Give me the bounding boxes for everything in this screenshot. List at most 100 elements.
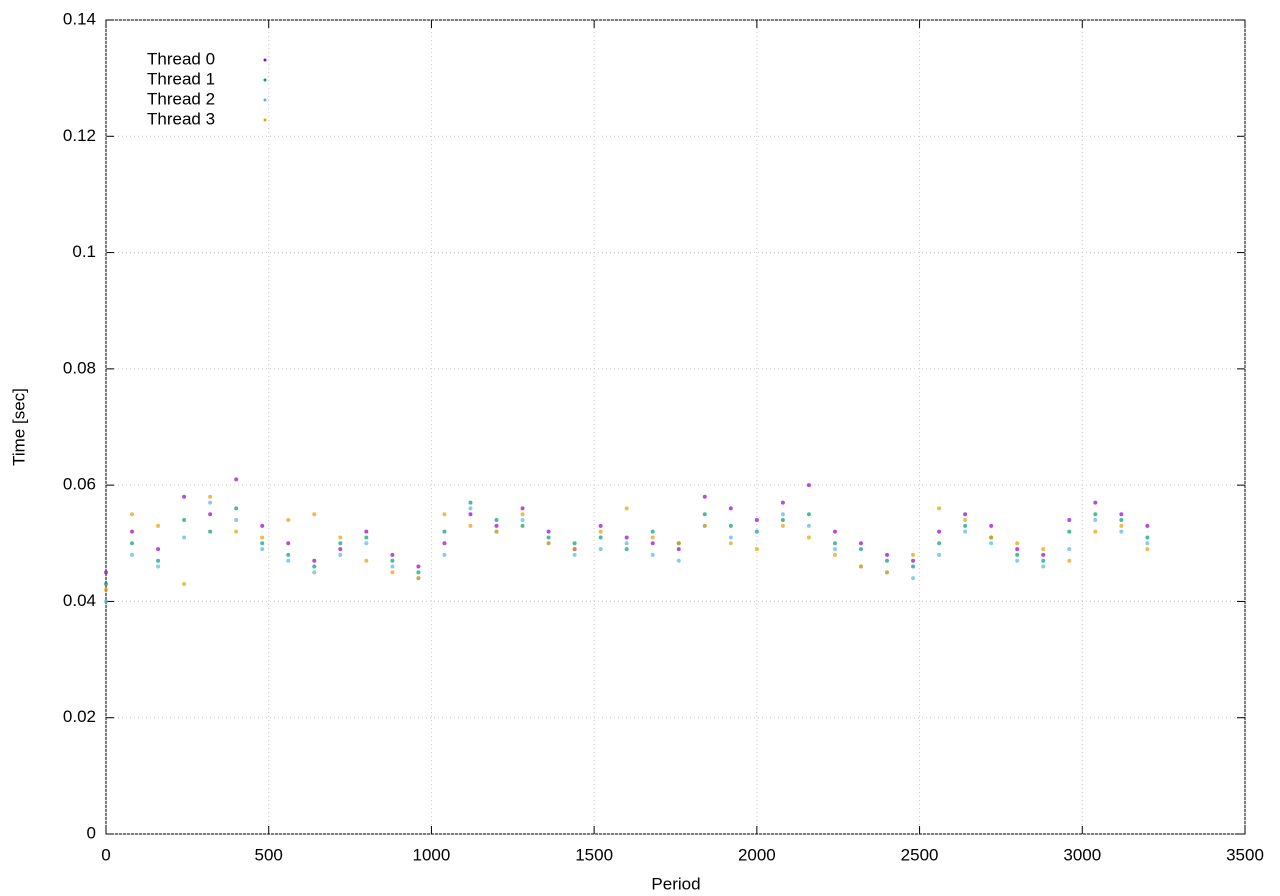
- point: [1145, 535, 1150, 540]
- point: [858, 541, 863, 546]
- point: [885, 558, 890, 563]
- point: [130, 552, 135, 557]
- point: [937, 506, 942, 511]
- point: [806, 483, 811, 488]
- point: [650, 552, 655, 557]
- point: [1093, 518, 1098, 523]
- point: [1119, 523, 1124, 528]
- point: [624, 541, 629, 546]
- point: [156, 547, 161, 552]
- point: [104, 570, 108, 575]
- point: [572, 552, 577, 557]
- point: [208, 512, 213, 517]
- point: [390, 558, 395, 563]
- point: [1093, 500, 1098, 505]
- point: [702, 512, 707, 517]
- point: [911, 564, 916, 569]
- point: [754, 547, 759, 552]
- point: [104, 587, 108, 592]
- point: [624, 535, 629, 540]
- point: [442, 541, 447, 546]
- point: [728, 523, 733, 528]
- x-tick-label: 500: [255, 845, 283, 864]
- point: [312, 564, 317, 569]
- point: [728, 541, 733, 546]
- point: [728, 535, 733, 540]
- point: [286, 558, 291, 563]
- point: [286, 518, 291, 523]
- point: [364, 558, 369, 563]
- point: [130, 512, 135, 517]
- point: [676, 558, 681, 563]
- point: [286, 552, 291, 557]
- legend-marker: [263, 118, 267, 122]
- point: [1119, 518, 1124, 523]
- point: [1015, 552, 1020, 557]
- point: [390, 552, 395, 557]
- point: [806, 512, 811, 517]
- point: [676, 547, 681, 552]
- point: [728, 506, 733, 511]
- point: [208, 494, 213, 499]
- x-axis-label: Period: [651, 874, 700, 893]
- plot-frame: [105, 19, 1246, 835]
- point: [1119, 529, 1124, 534]
- point: [338, 552, 343, 557]
- point: [104, 599, 108, 604]
- point: [1041, 552, 1046, 557]
- point: [390, 564, 395, 569]
- point: [182, 518, 187, 523]
- y-tick-label: 0.14: [63, 9, 96, 28]
- point: [468, 506, 473, 511]
- point: [989, 541, 994, 546]
- point: [130, 529, 135, 534]
- point: [780, 512, 785, 517]
- point: [1015, 541, 1020, 546]
- point: [937, 552, 942, 557]
- point: [494, 529, 499, 534]
- point: [234, 529, 239, 534]
- point: [911, 576, 916, 581]
- point: [650, 535, 655, 540]
- point: [963, 523, 968, 528]
- point: [260, 547, 265, 552]
- point: [676, 541, 681, 546]
- point: [624, 506, 629, 511]
- point: [182, 535, 187, 540]
- point: [338, 547, 343, 552]
- point: [989, 535, 994, 540]
- point: [806, 523, 811, 528]
- point: [312, 570, 317, 575]
- point: [858, 564, 863, 569]
- point: [468, 523, 473, 528]
- x-tick-label: 2000: [738, 845, 776, 864]
- point: [182, 581, 187, 586]
- point: [234, 506, 239, 511]
- point: [156, 564, 161, 569]
- point: [364, 535, 369, 540]
- point: [208, 500, 213, 505]
- legend-label: Thread 0: [147, 49, 215, 68]
- x-tick-label: 1500: [575, 845, 613, 864]
- point: [963, 529, 968, 534]
- point: [572, 547, 577, 552]
- point: [598, 529, 603, 534]
- point: [494, 518, 499, 523]
- x-tick-label: 0: [101, 845, 110, 864]
- point: [885, 570, 890, 575]
- point: [442, 512, 447, 517]
- point: [1145, 523, 1150, 528]
- y-axis-label: Time [sec]: [9, 388, 28, 466]
- point: [1093, 512, 1098, 517]
- point: [911, 552, 916, 557]
- y-tick-label: 0.06: [63, 475, 96, 494]
- point: [650, 529, 655, 534]
- point: [312, 512, 317, 517]
- point: [1145, 541, 1150, 546]
- y-tick-label: 0.02: [63, 707, 96, 726]
- point: [806, 535, 811, 540]
- point: [520, 506, 525, 511]
- point: [702, 523, 707, 528]
